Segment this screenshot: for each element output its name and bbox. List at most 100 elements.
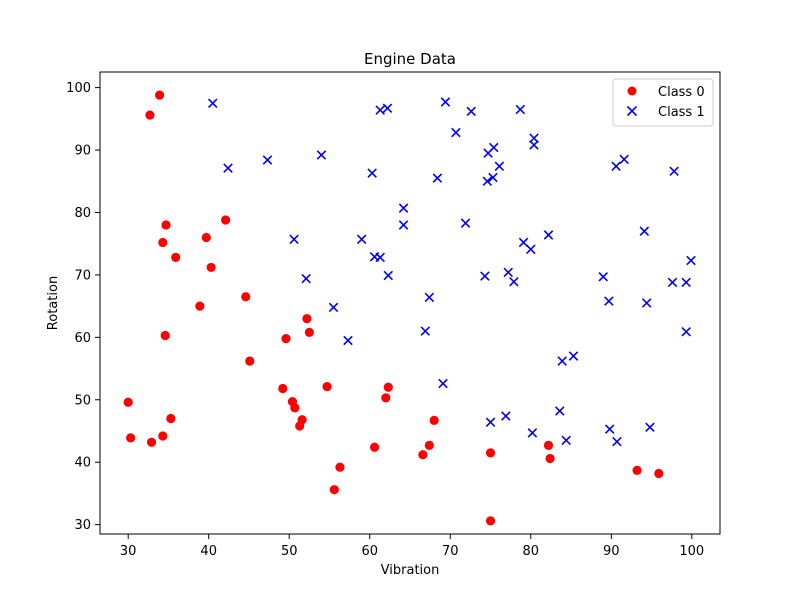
data-point-class-0 bbox=[297, 415, 307, 425]
x-tick-label: 70 bbox=[442, 544, 459, 559]
data-point-class-0 bbox=[381, 393, 391, 403]
data-point-class-1 bbox=[667, 277, 678, 288]
data-point-class-1 bbox=[488, 172, 498, 183]
data-point-class-1 bbox=[529, 133, 539, 143]
legend-box bbox=[612, 78, 714, 127]
data-point-class-1 bbox=[466, 106, 476, 117]
data-point-class-0 bbox=[160, 330, 170, 341]
data-point-class-1 bbox=[424, 292, 435, 303]
plot-area bbox=[100, 72, 720, 534]
data-point-class-0 bbox=[195, 301, 205, 311]
data-point-class-1 bbox=[527, 428, 538, 438]
data-point-class-0 bbox=[302, 314, 312, 324]
data-point-class-1 bbox=[501, 411, 511, 421]
data-point-class-1 bbox=[619, 154, 629, 165]
data-point-class-0 bbox=[125, 433, 136, 443]
data-point-class-0 bbox=[418, 450, 428, 460]
data-point-class-1 bbox=[207, 98, 218, 108]
data-point-class-0 bbox=[278, 383, 288, 394]
data-point-class-1 bbox=[515, 104, 526, 115]
x-tick-label: 30 bbox=[120, 544, 137, 559]
data-point-class-1 bbox=[398, 203, 409, 213]
data-point-class-1 bbox=[681, 277, 691, 288]
x-axis: 30 40 50 60 70 80 90 100 bbox=[120, 534, 704, 559]
data-point-class-0 bbox=[654, 468, 664, 479]
y-axis-label: Rotation bbox=[46, 276, 61, 330]
data-point-class-0 bbox=[632, 465, 642, 475]
data-point-class-0 bbox=[158, 237, 168, 248]
data-point-class-1 bbox=[669, 166, 679, 177]
data-point-class-1 bbox=[681, 326, 691, 337]
y-tick-label: 90 bbox=[74, 144, 91, 159]
data-point-class-1 bbox=[420, 326, 431, 336]
data-point-class-0 bbox=[241, 292, 251, 302]
data-point-class-1 bbox=[639, 226, 650, 236]
data-point-class-0 bbox=[281, 333, 291, 344]
points-layer bbox=[123, 90, 696, 526]
data-point-class-1 bbox=[438, 378, 448, 389]
legend: Class 0 Class 1 bbox=[612, 78, 714, 127]
data-point-class-0 bbox=[145, 110, 155, 120]
data-point-class-1 bbox=[343, 335, 353, 346]
data-point-class-0 bbox=[161, 220, 171, 230]
data-point-class-0 bbox=[322, 382, 332, 392]
x-axis-label: Vibration bbox=[381, 563, 440, 578]
data-point-class-1 bbox=[289, 234, 299, 245]
y-tick-label: 100 bbox=[66, 81, 91, 96]
data-point-class-0 bbox=[429, 415, 439, 425]
data-point-class-0 bbox=[369, 442, 380, 452]
data-point-class-0 bbox=[543, 440, 554, 450]
y-tick-label: 40 bbox=[74, 456, 91, 471]
series-class-0 bbox=[123, 90, 664, 526]
data-point-class-0 bbox=[290, 403, 300, 413]
data-point-class-0 bbox=[206, 262, 216, 273]
data-point-class-1 bbox=[460, 218, 471, 228]
data-point-class-0 bbox=[424, 440, 434, 450]
data-point-class-1 bbox=[301, 273, 311, 284]
data-point-class-1 bbox=[432, 173, 443, 183]
data-point-class-1 bbox=[526, 244, 536, 255]
data-point-class-0 bbox=[154, 90, 165, 100]
x-tick-label: 40 bbox=[200, 544, 217, 559]
data-point-class-0 bbox=[245, 356, 255, 366]
data-point-class-0 bbox=[335, 462, 345, 472]
data-point-class-1 bbox=[645, 422, 655, 433]
data-point-class-0 bbox=[201, 232, 211, 243]
data-point-class-1 bbox=[328, 302, 339, 313]
x-tick-label: 50 bbox=[281, 544, 298, 559]
plot-frame bbox=[99, 71, 721, 535]
data-point-class-0 bbox=[545, 453, 555, 464]
data-point-class-1 bbox=[262, 155, 273, 165]
y-tick-label: 60 bbox=[74, 331, 91, 346]
data-point-class-0 bbox=[485, 516, 496, 526]
data-point-class-1 bbox=[612, 436, 622, 447]
data-point-class-1 bbox=[398, 220, 409, 230]
data-point-class-1 bbox=[316, 150, 327, 160]
data-point-class-1 bbox=[440, 97, 451, 107]
data-point-class-0 bbox=[304, 327, 314, 337]
series-class-1 bbox=[207, 97, 696, 447]
legend-label-class-1: Class 1 bbox=[658, 105, 705, 120]
data-point-class-1 bbox=[557, 356, 567, 366]
chart-title: Engine Data bbox=[364, 50, 456, 68]
y-tick-label: 30 bbox=[74, 518, 91, 533]
x-tick-label: 90 bbox=[603, 544, 620, 559]
data-point-class-1 bbox=[356, 234, 367, 245]
data-point-class-0 bbox=[146, 437, 157, 447]
y-tick-label: 50 bbox=[74, 393, 91, 408]
data-point-class-1 bbox=[555, 406, 565, 416]
data-point-class-0 bbox=[171, 252, 181, 263]
data-point-class-1 bbox=[367, 168, 377, 178]
data-point-class-0 bbox=[158, 431, 168, 441]
data-point-class-1 bbox=[518, 237, 529, 248]
x-tick-label: 100 bbox=[679, 544, 704, 559]
data-point-class-1 bbox=[598, 272, 609, 282]
y-tick-label: 80 bbox=[74, 206, 91, 221]
data-point-class-1 bbox=[641, 298, 652, 308]
data-point-class-1 bbox=[686, 255, 696, 266]
x-tick-label: 60 bbox=[361, 544, 378, 559]
legend-marker-class-0 bbox=[627, 86, 637, 96]
data-point-class-1 bbox=[604, 296, 614, 306]
data-point-class-0 bbox=[166, 413, 176, 424]
